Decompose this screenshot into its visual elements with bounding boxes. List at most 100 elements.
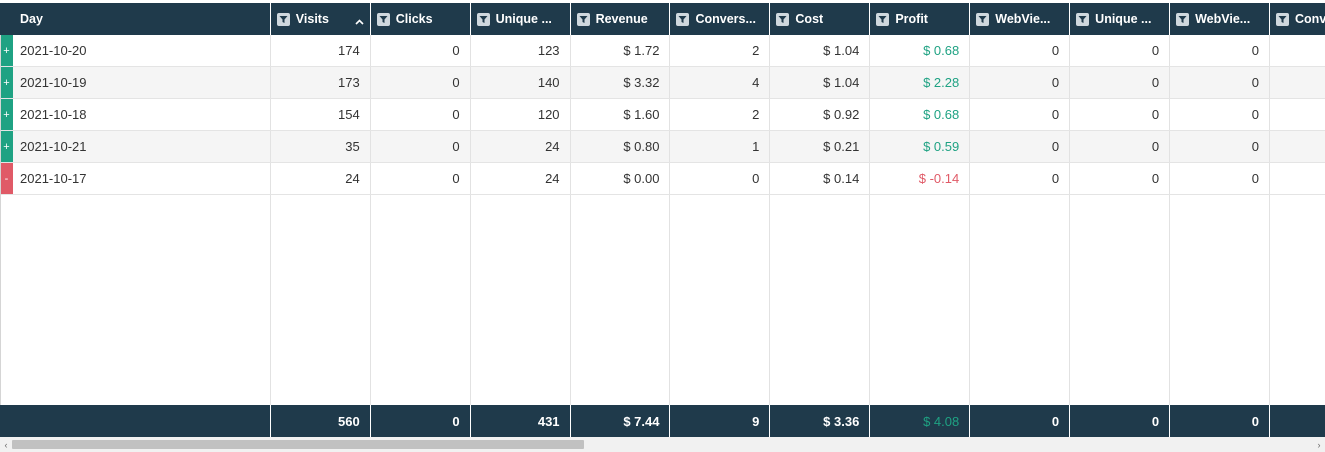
expand-row-icon[interactable]: + xyxy=(0,35,13,66)
filter-icon[interactable] xyxy=(676,12,690,26)
column-header-conversions[interactable]: Convers... xyxy=(670,3,771,35)
column-separator xyxy=(970,35,1071,405)
cell-value: 0 xyxy=(1251,43,1259,58)
cell-value: $ 1.72 xyxy=(623,43,660,58)
filter-icon[interactable] xyxy=(876,12,890,26)
cell-visits: 173 xyxy=(271,67,371,98)
cell-unique: 24 xyxy=(471,163,571,194)
cell-value: 0 xyxy=(1051,43,1060,58)
scroll-right-icon[interactable]: › xyxy=(1317,439,1321,450)
cell-value: 2021-10-19 xyxy=(20,75,87,90)
total-cost: $ 3.36 xyxy=(770,405,871,437)
cell-cost: $ 1.04 xyxy=(770,35,871,66)
scrollbar-thumb[interactable] xyxy=(12,440,584,449)
cell-conv2 xyxy=(1270,99,1325,130)
cell-value: 0 xyxy=(1251,139,1259,154)
column-header-conv2[interactable]: Conv xyxy=(1270,3,1325,35)
column-header-label: Cost xyxy=(795,12,824,26)
collapse-row-icon[interactable]: - xyxy=(0,163,13,194)
cell-cost: $ 1.04 xyxy=(770,67,871,98)
column-separator xyxy=(571,35,671,405)
grid-totals-row: 560 0 431 $ 7.44 9 $ 3.36 $ 4.08 0 0 0 xyxy=(0,405,1325,437)
cell-value: 0 xyxy=(452,139,460,154)
cell-webview2: 0 xyxy=(1170,163,1270,194)
cell-value: $ 0.92 xyxy=(823,107,860,122)
cell-value: $ 1.60 xyxy=(623,107,660,122)
cell-conversions: 1 xyxy=(670,131,771,162)
column-separator xyxy=(371,35,471,405)
cell-value: 0 xyxy=(1251,75,1259,90)
cell-unique: 140 xyxy=(471,67,571,98)
expand-row-icon[interactable]: + xyxy=(0,131,13,162)
cell-clicks: 0 xyxy=(371,99,471,130)
table-row[interactable]: +2021-10-20 174 0 123 $ 1.72 2 $ 1.04 $ 0.68 0 0 0 xyxy=(0,35,1325,67)
cell-conv2 xyxy=(1270,163,1325,194)
cell-profit: $ -0.14 xyxy=(870,163,971,194)
expand-row-icon[interactable]: + xyxy=(0,67,13,98)
filter-icon[interactable] xyxy=(976,12,990,26)
cell-revenue: $ 1.72 xyxy=(571,35,671,66)
column-header-label: Unique ... xyxy=(495,12,552,26)
column-header-revenue[interactable]: Revenue xyxy=(571,3,671,35)
cell-value: $ 0.68 xyxy=(923,43,960,58)
cell-visits: 174 xyxy=(271,35,371,66)
cell-value: 2021-10-17 xyxy=(20,171,87,186)
column-header-cost[interactable]: Cost xyxy=(770,3,871,35)
column-separator xyxy=(870,35,971,405)
cell-value: 24 xyxy=(345,171,360,186)
column-header-day[interactable]: Day xyxy=(0,3,271,35)
scroll-left-icon[interactable]: ‹ xyxy=(4,439,8,450)
column-separator xyxy=(271,35,371,405)
column-header-unique[interactable]: Unique ... xyxy=(471,3,571,35)
table-row[interactable]: +2021-10-19 173 0 140 $ 3.32 4 $ 1.04 $ 2.28 0 0 0 xyxy=(0,67,1325,99)
column-header-profit[interactable]: Profit xyxy=(870,3,971,35)
cell-value: $ 3.32 xyxy=(623,75,660,90)
cell-unique: 24 xyxy=(471,131,571,162)
cell-revenue: $ 3.32 xyxy=(571,67,671,98)
cell-value: $ 2.28 xyxy=(923,75,960,90)
cell-value: 2 xyxy=(752,43,760,58)
cell-webview2: 0 xyxy=(1170,67,1270,98)
cell-unique2: 0 xyxy=(1070,35,1171,66)
cell-value: 35 xyxy=(345,139,360,154)
cell-value: 2021-10-20 xyxy=(20,43,87,58)
cell-value: $ -0.14 xyxy=(918,171,960,186)
cell-value: 24 xyxy=(545,171,560,186)
cell-value: 0 xyxy=(752,171,760,186)
column-header-label: WebVie... xyxy=(995,12,1051,26)
table-row[interactable]: +2021-10-18 154 0 120 $ 1.60 2 $ 0.92 $ 0.68 0 0 0 xyxy=(0,99,1325,131)
column-header-clicks[interactable]: Clicks xyxy=(371,3,471,35)
total-conversions: 9 xyxy=(670,405,771,437)
column-header-webview1[interactable]: WebVie... xyxy=(970,3,1071,35)
column-header-visits[interactable]: Visits xyxy=(271,3,371,35)
table-row[interactable]: +2021-10-21 35 0 24 $ 0.80 1 $ 0.21 $ 0.59 0 0 0 xyxy=(0,131,1325,163)
column-separator xyxy=(1070,35,1171,405)
horizontal-scrollbar[interactable]: ‹ › xyxy=(0,437,1325,452)
filter-icon[interactable] xyxy=(376,12,390,26)
cell-clicks: 0 xyxy=(371,163,471,194)
filter-icon[interactable] xyxy=(1176,12,1190,26)
column-header-webview2[interactable]: WebVie... xyxy=(1170,3,1271,35)
cell-value: $ 1.04 xyxy=(823,43,860,58)
table-row[interactable]: -2021-10-17 24 0 24 $ 0.00 0 $ 0.14 $ -0.14 0 0 0 xyxy=(0,163,1325,195)
cell-value: 0 xyxy=(1051,139,1060,154)
column-header-unique2[interactable]: Unique ... xyxy=(1070,3,1171,35)
cell-value: $ 0.80 xyxy=(623,139,660,154)
filter-icon[interactable] xyxy=(476,12,490,26)
column-separator xyxy=(0,35,271,405)
filter-icon[interactable] xyxy=(576,12,590,26)
cell-profit: $ 0.68 xyxy=(870,35,971,66)
filter-icon[interactable] xyxy=(1076,12,1090,26)
filter-icon[interactable] xyxy=(776,12,790,26)
cell-webview2: 0 xyxy=(1170,131,1270,162)
cell-webview1: 0 xyxy=(970,163,1071,194)
cell-conv2 xyxy=(1270,67,1325,98)
column-separator xyxy=(471,35,571,405)
cell-value: 24 xyxy=(545,139,560,154)
sort-ascending-icon[interactable] xyxy=(355,14,364,28)
filter-icon[interactable] xyxy=(276,12,290,26)
filter-icon[interactable] xyxy=(1276,12,1290,26)
cell-revenue: $ 1.60 xyxy=(571,99,671,130)
expand-row-icon[interactable]: + xyxy=(0,99,13,130)
